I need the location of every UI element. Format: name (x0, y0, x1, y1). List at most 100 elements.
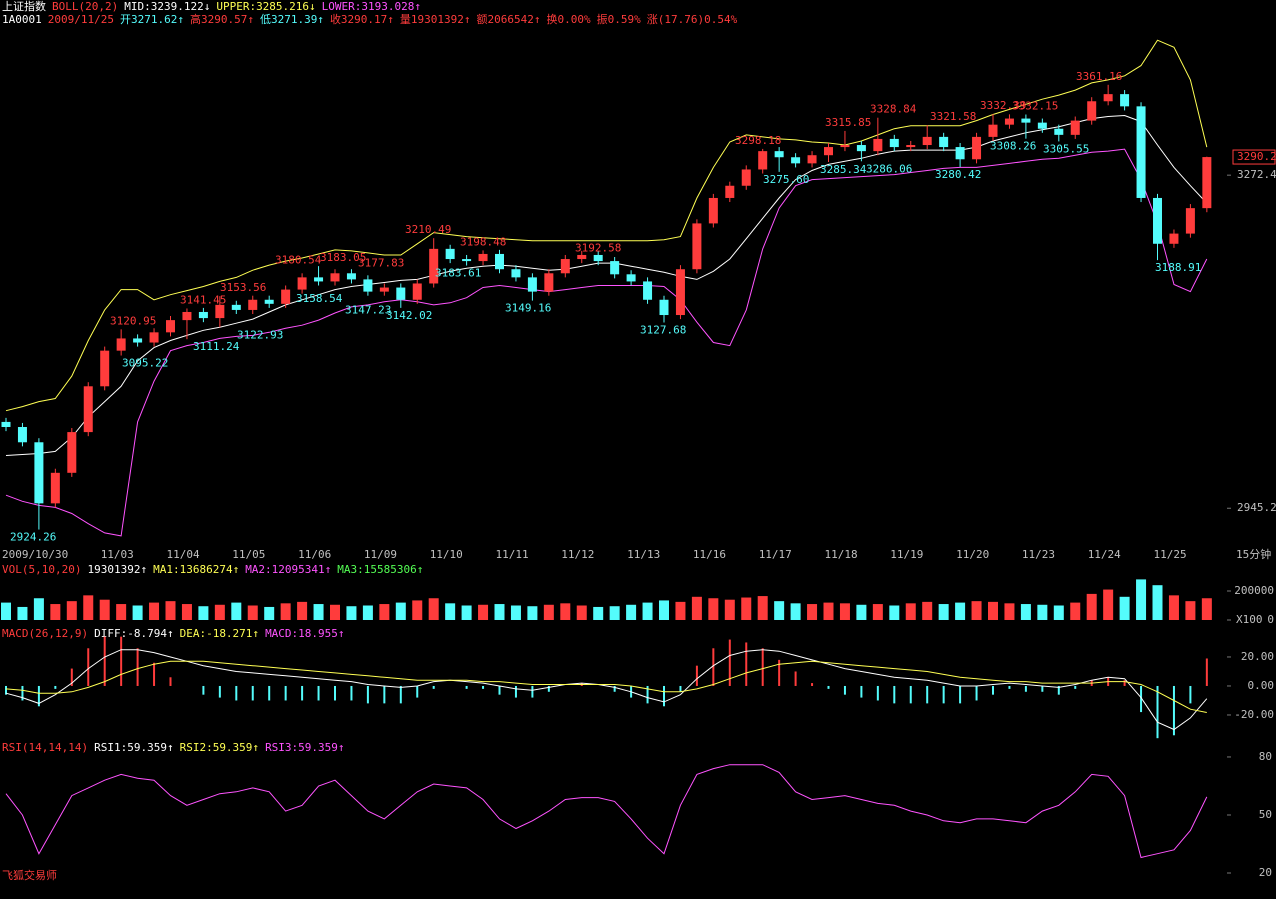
candle-body (133, 338, 143, 343)
legend-item: BOLL(20,2) (52, 0, 118, 13)
candle-body (297, 277, 307, 290)
volume-bar (1119, 596, 1130, 620)
legend-item: RSI(14,14,14) (2, 741, 88, 754)
legend-item: 振0.59% (597, 12, 641, 26)
candle-body (396, 287, 406, 300)
candle-body (626, 274, 636, 282)
volume-bar (428, 598, 439, 620)
legend-item: MID:3239.122↓ (124, 0, 210, 13)
x-tick-label: 11/12 (561, 548, 594, 561)
series-line (5, 660, 1207, 713)
volume-bar (807, 604, 818, 620)
candle-body (774, 151, 784, 158)
volume-bar (494, 604, 505, 620)
series-line (5, 39, 1208, 412)
candle-body (643, 281, 653, 300)
legend-item: RSI3:59.359↑ (265, 741, 344, 754)
volume-bar (50, 604, 61, 620)
y-tick-label: 3272.4 (1237, 168, 1276, 181)
candle-body (462, 259, 472, 262)
candle-body (939, 136, 949, 148)
candle-body (659, 299, 669, 316)
candle-body (346, 273, 356, 280)
volume-bar (478, 604, 489, 620)
legend-item: DEA:-18.271↑ (180, 627, 259, 640)
volume-bar (576, 605, 587, 620)
legend-item: 换0.00% (547, 12, 591, 26)
volume-bar (1070, 602, 1081, 620)
high-label: 3321.58 (930, 110, 976, 123)
candle-body (791, 157, 801, 164)
low-label: 3305.55 (1043, 142, 1089, 155)
candle-body (50, 472, 60, 504)
high-label: 3210.49 (405, 223, 451, 236)
volume-bar (938, 604, 949, 620)
volume-bar (922, 601, 933, 620)
high-label: 3315.85 (825, 116, 871, 129)
candle-body (955, 147, 965, 160)
low-label: 3158.54 (296, 292, 343, 305)
candle-body (1004, 118, 1014, 125)
candle-body (1202, 157, 1212, 209)
candle-body (988, 124, 998, 137)
candle-body (1037, 122, 1047, 129)
volume-bar (1185, 601, 1196, 620)
candle-body (17, 427, 27, 443)
volume-bar (856, 604, 867, 620)
candle-body (363, 279, 373, 292)
volume-bar (675, 601, 686, 620)
x-tick-label: 11/10 (430, 548, 463, 561)
footer: 飞狐交易师 (2, 868, 57, 882)
x-tick-label: 11/19 (890, 548, 923, 561)
candle-body (593, 254, 603, 262)
legend-item: 收3290.17↑ (330, 12, 394, 26)
x-tick-label: 11/04 (167, 548, 200, 561)
x-tick-label: 11/05 (232, 548, 265, 561)
candle-body (166, 320, 175, 333)
candle-body (1021, 118, 1031, 123)
volume-bar (264, 606, 275, 620)
low-label: 3188.91 (1155, 261, 1201, 274)
legend-item: 涨(17.76)0.54% (647, 13, 738, 26)
high-label: 3298.18 (735, 134, 781, 147)
volume-bar (609, 606, 620, 620)
candle-body (116, 338, 126, 351)
volume-bar (642, 602, 653, 620)
candle-body (198, 311, 208, 319)
volume-bar (66, 601, 77, 620)
volume-bar (214, 604, 225, 620)
volume-bar (593, 606, 604, 620)
volume-bar (774, 601, 785, 620)
x-tick-label: 11/23 (1022, 548, 1055, 561)
candle-body (100, 350, 110, 387)
x-tick-label: 2009/10/30 (2, 548, 68, 561)
candle-body (1185, 208, 1195, 234)
low-label: 3147.23 (345, 304, 391, 317)
volume-bar (1020, 604, 1031, 620)
legend-item: 开3271.62↑ (120, 13, 184, 26)
candle-body (34, 442, 44, 504)
candle-body (692, 223, 702, 270)
candle-body (1103, 94, 1113, 102)
candle-body (1120, 94, 1130, 107)
candle-body (379, 287, 389, 292)
legend-item: LOWER:3193.028↑ (322, 0, 421, 13)
high-label: 3198.48 (460, 235, 506, 248)
volume-bar (955, 602, 966, 620)
legend-item: MA1:13686274↑ (153, 563, 239, 576)
volume-bar (83, 595, 94, 620)
candle-body (1169, 233, 1179, 244)
volume-bar (313, 604, 324, 620)
volume-bar (33, 598, 44, 620)
volume-bar (823, 602, 834, 620)
volume-bar (988, 601, 998, 620)
candle-body (215, 304, 225, 319)
candle-body (495, 253, 504, 270)
volume-bar (395, 602, 406, 620)
series-line (5, 114, 1208, 456)
volume-bar (708, 598, 719, 620)
volume-bar (790, 603, 801, 620)
high-label: 3192.58 (575, 241, 621, 254)
